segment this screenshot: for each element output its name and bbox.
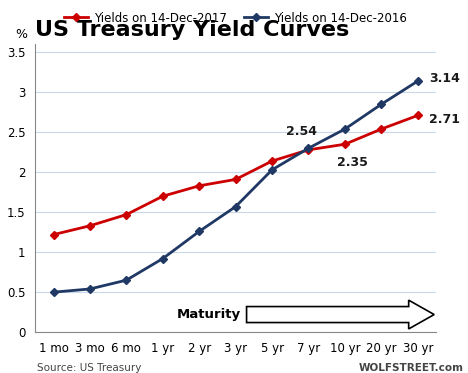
Yields on 14-Dec-2017 (269, 159, 275, 163)
Yields on 14-Dec-2016 (415, 79, 421, 83)
Yields on 14-Dec-2016 (379, 102, 384, 106)
Text: 2.35: 2.35 (337, 156, 368, 169)
Yields on 14-Dec-2017 (342, 142, 348, 147)
Yields on 14-Dec-2016 (306, 146, 311, 150)
Yields on 14-Dec-2016 (87, 287, 93, 291)
Text: Source: US Treasury: Source: US Treasury (37, 363, 142, 373)
Yields on 14-Dec-2017 (233, 177, 239, 182)
Text: 3.14: 3.14 (430, 72, 461, 85)
Yields on 14-Dec-2017 (415, 113, 421, 118)
Yields on 14-Dec-2016 (124, 278, 129, 282)
Yields on 14-Dec-2016 (197, 229, 202, 233)
Text: WOLFSTREET.com: WOLFSTREET.com (358, 363, 463, 373)
Text: 2.54: 2.54 (285, 125, 317, 138)
Text: %: % (15, 28, 27, 41)
Yields on 14-Dec-2016 (233, 204, 239, 209)
Line: Yields on 14-Dec-2017: Yields on 14-Dec-2017 (51, 112, 421, 238)
Yields on 14-Dec-2017 (124, 212, 129, 217)
Yields on 14-Dec-2016 (342, 127, 348, 131)
Legend: Yields on 14-Dec-2017, Yields on 14-Dec-2016: Yields on 14-Dec-2017, Yields on 14-Dec-… (60, 7, 412, 29)
Yields on 14-Dec-2017 (160, 194, 166, 198)
Yields on 14-Dec-2017 (379, 127, 384, 131)
Polygon shape (247, 300, 434, 329)
Yields on 14-Dec-2016 (269, 167, 275, 172)
Text: Maturity: Maturity (177, 308, 241, 321)
Yields on 14-Dec-2016 (51, 290, 56, 294)
Line: Yields on 14-Dec-2016: Yields on 14-Dec-2016 (51, 78, 421, 295)
Text: US Treasury Yield Curves: US Treasury Yield Curves (35, 20, 350, 40)
Yields on 14-Dec-2017 (197, 184, 202, 188)
Text: 2.71: 2.71 (430, 113, 461, 126)
Yields on 14-Dec-2017 (87, 223, 93, 228)
Yields on 14-Dec-2017 (51, 232, 56, 237)
Yields on 14-Dec-2017 (306, 148, 311, 152)
Yields on 14-Dec-2016 (160, 256, 166, 261)
